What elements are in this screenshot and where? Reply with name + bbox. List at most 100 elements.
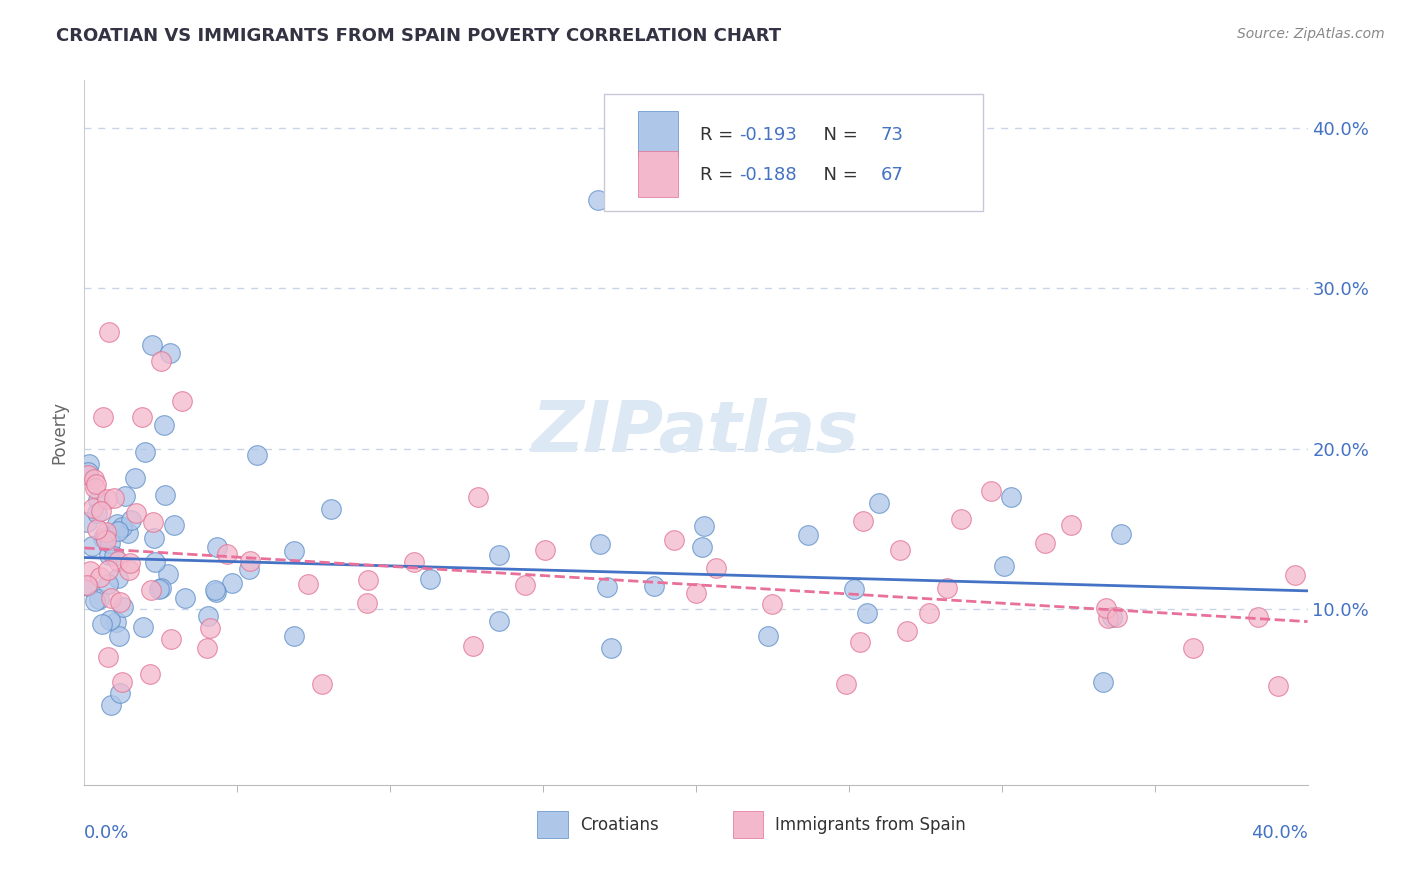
Point [197, 608, 219, 623]
Point [1000, 490, 1022, 504]
Point [1181, 641, 1204, 656]
Point [142, 515, 165, 529]
Point [94, 530, 117, 544]
Text: Immigrants from Spain: Immigrants from Spain [776, 816, 966, 834]
Point [586, 194, 609, 208]
Point [110, 595, 132, 609]
Point [153, 488, 176, 502]
Point [108, 686, 131, 700]
Point [239, 554, 262, 568]
Point [87, 592, 110, 607]
Point [97, 325, 120, 339]
Point [1101, 610, 1123, 624]
Point [1247, 610, 1270, 624]
Point [125, 506, 148, 520]
Text: N =: N = [813, 127, 863, 145]
Point [98, 548, 121, 562]
Point [692, 541, 714, 555]
Point [246, 448, 269, 462]
Point [148, 582, 170, 597]
Point [849, 635, 872, 649]
Point [319, 501, 342, 516]
Point [1095, 601, 1118, 615]
Text: Croatians: Croatians [579, 816, 658, 834]
Point [141, 337, 163, 351]
Point [107, 524, 129, 539]
Point [94, 533, 117, 547]
Point [643, 579, 665, 593]
Point [97, 650, 120, 665]
Point [283, 629, 305, 643]
Point [118, 556, 141, 570]
Point [156, 567, 179, 582]
Point [138, 667, 160, 681]
Point [107, 554, 129, 568]
Point [1060, 517, 1083, 532]
Text: 40.0%: 40.0% [1251, 823, 1308, 842]
Point [311, 677, 333, 691]
Point [153, 417, 176, 432]
Point [132, 620, 155, 634]
Point [149, 353, 172, 368]
Text: CROATIAN VS IMMIGRANTS FROM SPAIN POVERTY CORRELATION CHART: CROATIAN VS IMMIGRANTS FROM SPAIN POVERT… [56, 27, 782, 45]
Text: 0.0%: 0.0% [84, 823, 129, 842]
Point [105, 615, 128, 629]
Point [1267, 680, 1289, 694]
Point [84, 476, 107, 491]
Point [91, 409, 114, 424]
Point [97, 577, 120, 591]
Point [205, 540, 228, 554]
Point [77, 468, 100, 483]
Point [589, 537, 612, 551]
Point [76, 516, 98, 530]
Point [79, 565, 101, 579]
Point [463, 640, 485, 654]
Point [283, 544, 305, 558]
Point [114, 489, 136, 503]
Point [868, 496, 890, 510]
Point [173, 591, 195, 605]
Point [596, 580, 619, 594]
Point [82, 500, 104, 515]
Text: 73: 73 [880, 127, 904, 145]
Point [842, 582, 865, 596]
Point [467, 490, 489, 504]
Point [797, 528, 820, 542]
Point [600, 641, 623, 656]
Point [297, 576, 319, 591]
Point [149, 581, 172, 595]
Point [117, 526, 139, 541]
Point [84, 594, 107, 608]
Point [221, 575, 243, 590]
Text: N =: N = [813, 167, 863, 185]
Point [97, 563, 120, 577]
Point [217, 547, 239, 561]
Point [195, 640, 218, 655]
Point [402, 555, 425, 569]
Point [357, 573, 380, 587]
Point [77, 457, 100, 471]
Point [159, 345, 181, 359]
Point [141, 582, 163, 597]
Point [198, 621, 221, 635]
FancyBboxPatch shape [638, 151, 678, 196]
Point [889, 542, 911, 557]
Point [488, 549, 510, 563]
Point [103, 491, 125, 505]
Point [949, 512, 972, 526]
Point [82, 540, 104, 554]
FancyBboxPatch shape [605, 95, 983, 211]
Text: -0.188: -0.188 [738, 167, 796, 185]
Point [488, 615, 510, 629]
Point [83, 482, 105, 496]
Point [91, 617, 114, 632]
Point [108, 629, 131, 643]
Point [534, 543, 557, 558]
Point [107, 571, 129, 585]
Point [91, 531, 114, 545]
Point [1111, 527, 1133, 541]
Point [761, 597, 783, 611]
Point [163, 517, 186, 532]
Point [852, 515, 875, 529]
Point [134, 444, 156, 458]
